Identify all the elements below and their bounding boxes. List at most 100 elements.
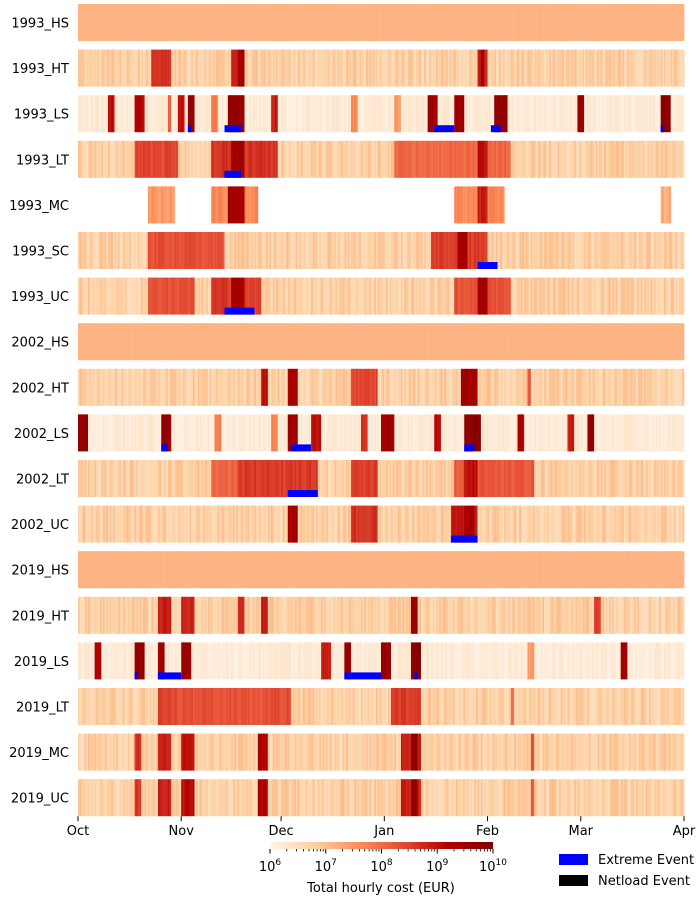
heat-cell xyxy=(147,186,150,224)
heat-cell xyxy=(377,460,380,497)
heat-cell xyxy=(277,323,280,361)
heat-cell xyxy=(674,4,677,41)
heat-cell xyxy=(211,368,214,406)
heat-cell xyxy=(629,505,632,543)
heat-cell xyxy=(477,368,480,406)
heat-cell xyxy=(352,4,355,41)
heat-cell xyxy=(124,232,127,269)
heat-cell xyxy=(515,49,518,87)
heat-cell xyxy=(400,95,404,133)
heat-cell xyxy=(341,368,344,406)
heat-cell xyxy=(137,414,140,452)
heat-cell xyxy=(186,596,189,634)
heat-cell xyxy=(292,414,295,452)
heat-cell xyxy=(500,460,503,497)
heat-cell xyxy=(469,140,472,178)
heat-cell xyxy=(232,232,235,269)
heat-cell xyxy=(102,140,106,178)
row-2002_LT: 2002_LT xyxy=(16,460,685,497)
heat-cell xyxy=(425,140,429,178)
heat-cell xyxy=(362,460,365,497)
heat-cell xyxy=(520,323,523,361)
heat-cell xyxy=(457,414,460,452)
heat-cell xyxy=(196,49,199,87)
heat-cell xyxy=(544,414,547,452)
heat-cell xyxy=(632,368,635,406)
heat-cell xyxy=(610,232,613,269)
heat-cell xyxy=(460,49,463,87)
heat-cell xyxy=(326,323,329,361)
heat-cell xyxy=(329,414,332,452)
heat-cell xyxy=(530,277,533,315)
heat-cell xyxy=(547,460,550,497)
heat-cell xyxy=(540,460,543,497)
heat-cell xyxy=(675,323,678,361)
heat-cell xyxy=(554,551,557,589)
heat-cell xyxy=(242,551,245,589)
heat-cell xyxy=(377,505,380,543)
heat-cell xyxy=(492,551,495,589)
heat-cell xyxy=(514,49,517,87)
heat-cell xyxy=(520,95,523,133)
heat-cell xyxy=(367,460,370,497)
heat-cell xyxy=(381,323,384,361)
heat-cell xyxy=(78,596,81,634)
heat-cell xyxy=(547,232,550,269)
heat-cell xyxy=(432,49,435,87)
heat-cell xyxy=(371,460,374,497)
heat-cell xyxy=(567,596,570,634)
heat-cell xyxy=(680,277,683,315)
heat-cell xyxy=(104,505,107,543)
heat-cell xyxy=(534,323,537,361)
heat-cell xyxy=(239,140,242,178)
heat-cell xyxy=(282,414,285,452)
heat-cell xyxy=(271,460,274,497)
heat-cell xyxy=(84,277,87,315)
heat-cell xyxy=(92,505,96,543)
heat-cell xyxy=(515,277,518,315)
heat-cell xyxy=(149,323,152,361)
heat-cell xyxy=(515,4,518,41)
heat-cell xyxy=(382,551,385,589)
heat-cell xyxy=(182,642,185,680)
heat-cell xyxy=(237,505,240,543)
heat-cell xyxy=(327,277,330,315)
heat-cell xyxy=(487,4,490,41)
heat-cell xyxy=(254,323,257,361)
heat-cell xyxy=(352,414,355,452)
heat-cell xyxy=(677,414,680,452)
heat-cell xyxy=(177,49,180,87)
heat-cell xyxy=(316,4,319,41)
heat-cell xyxy=(242,642,245,680)
heat-cell xyxy=(296,95,299,133)
heat-cell xyxy=(427,4,430,41)
heat-cell xyxy=(390,596,394,634)
heat-cell xyxy=(202,49,205,87)
row-1993_LS: 1993_LS xyxy=(14,95,685,133)
heat-cell xyxy=(679,368,682,406)
heat-cell xyxy=(555,232,558,269)
heat-cell xyxy=(197,232,200,269)
heat-cell xyxy=(127,232,131,269)
heat-cell xyxy=(657,95,660,133)
heat-cell xyxy=(534,551,537,589)
heat-cell xyxy=(600,551,603,589)
heat-cell xyxy=(435,368,438,406)
heat-cell xyxy=(157,323,160,361)
heat-cell xyxy=(356,505,359,543)
heat-cell xyxy=(587,232,590,269)
heat-cell xyxy=(590,596,593,634)
heat-cell xyxy=(560,596,563,634)
heat-cell xyxy=(462,596,465,634)
heat-cell xyxy=(479,551,482,589)
heat-cell xyxy=(102,368,106,406)
heat-cell xyxy=(390,551,394,589)
heat-cell xyxy=(241,140,244,178)
heat-cell xyxy=(612,323,615,361)
heat-cell xyxy=(267,95,270,133)
heat-cell xyxy=(357,277,360,315)
heat-cell xyxy=(271,277,274,315)
heat-cell xyxy=(512,140,515,178)
heat-cell xyxy=(174,4,177,41)
heat-cell xyxy=(635,323,638,361)
